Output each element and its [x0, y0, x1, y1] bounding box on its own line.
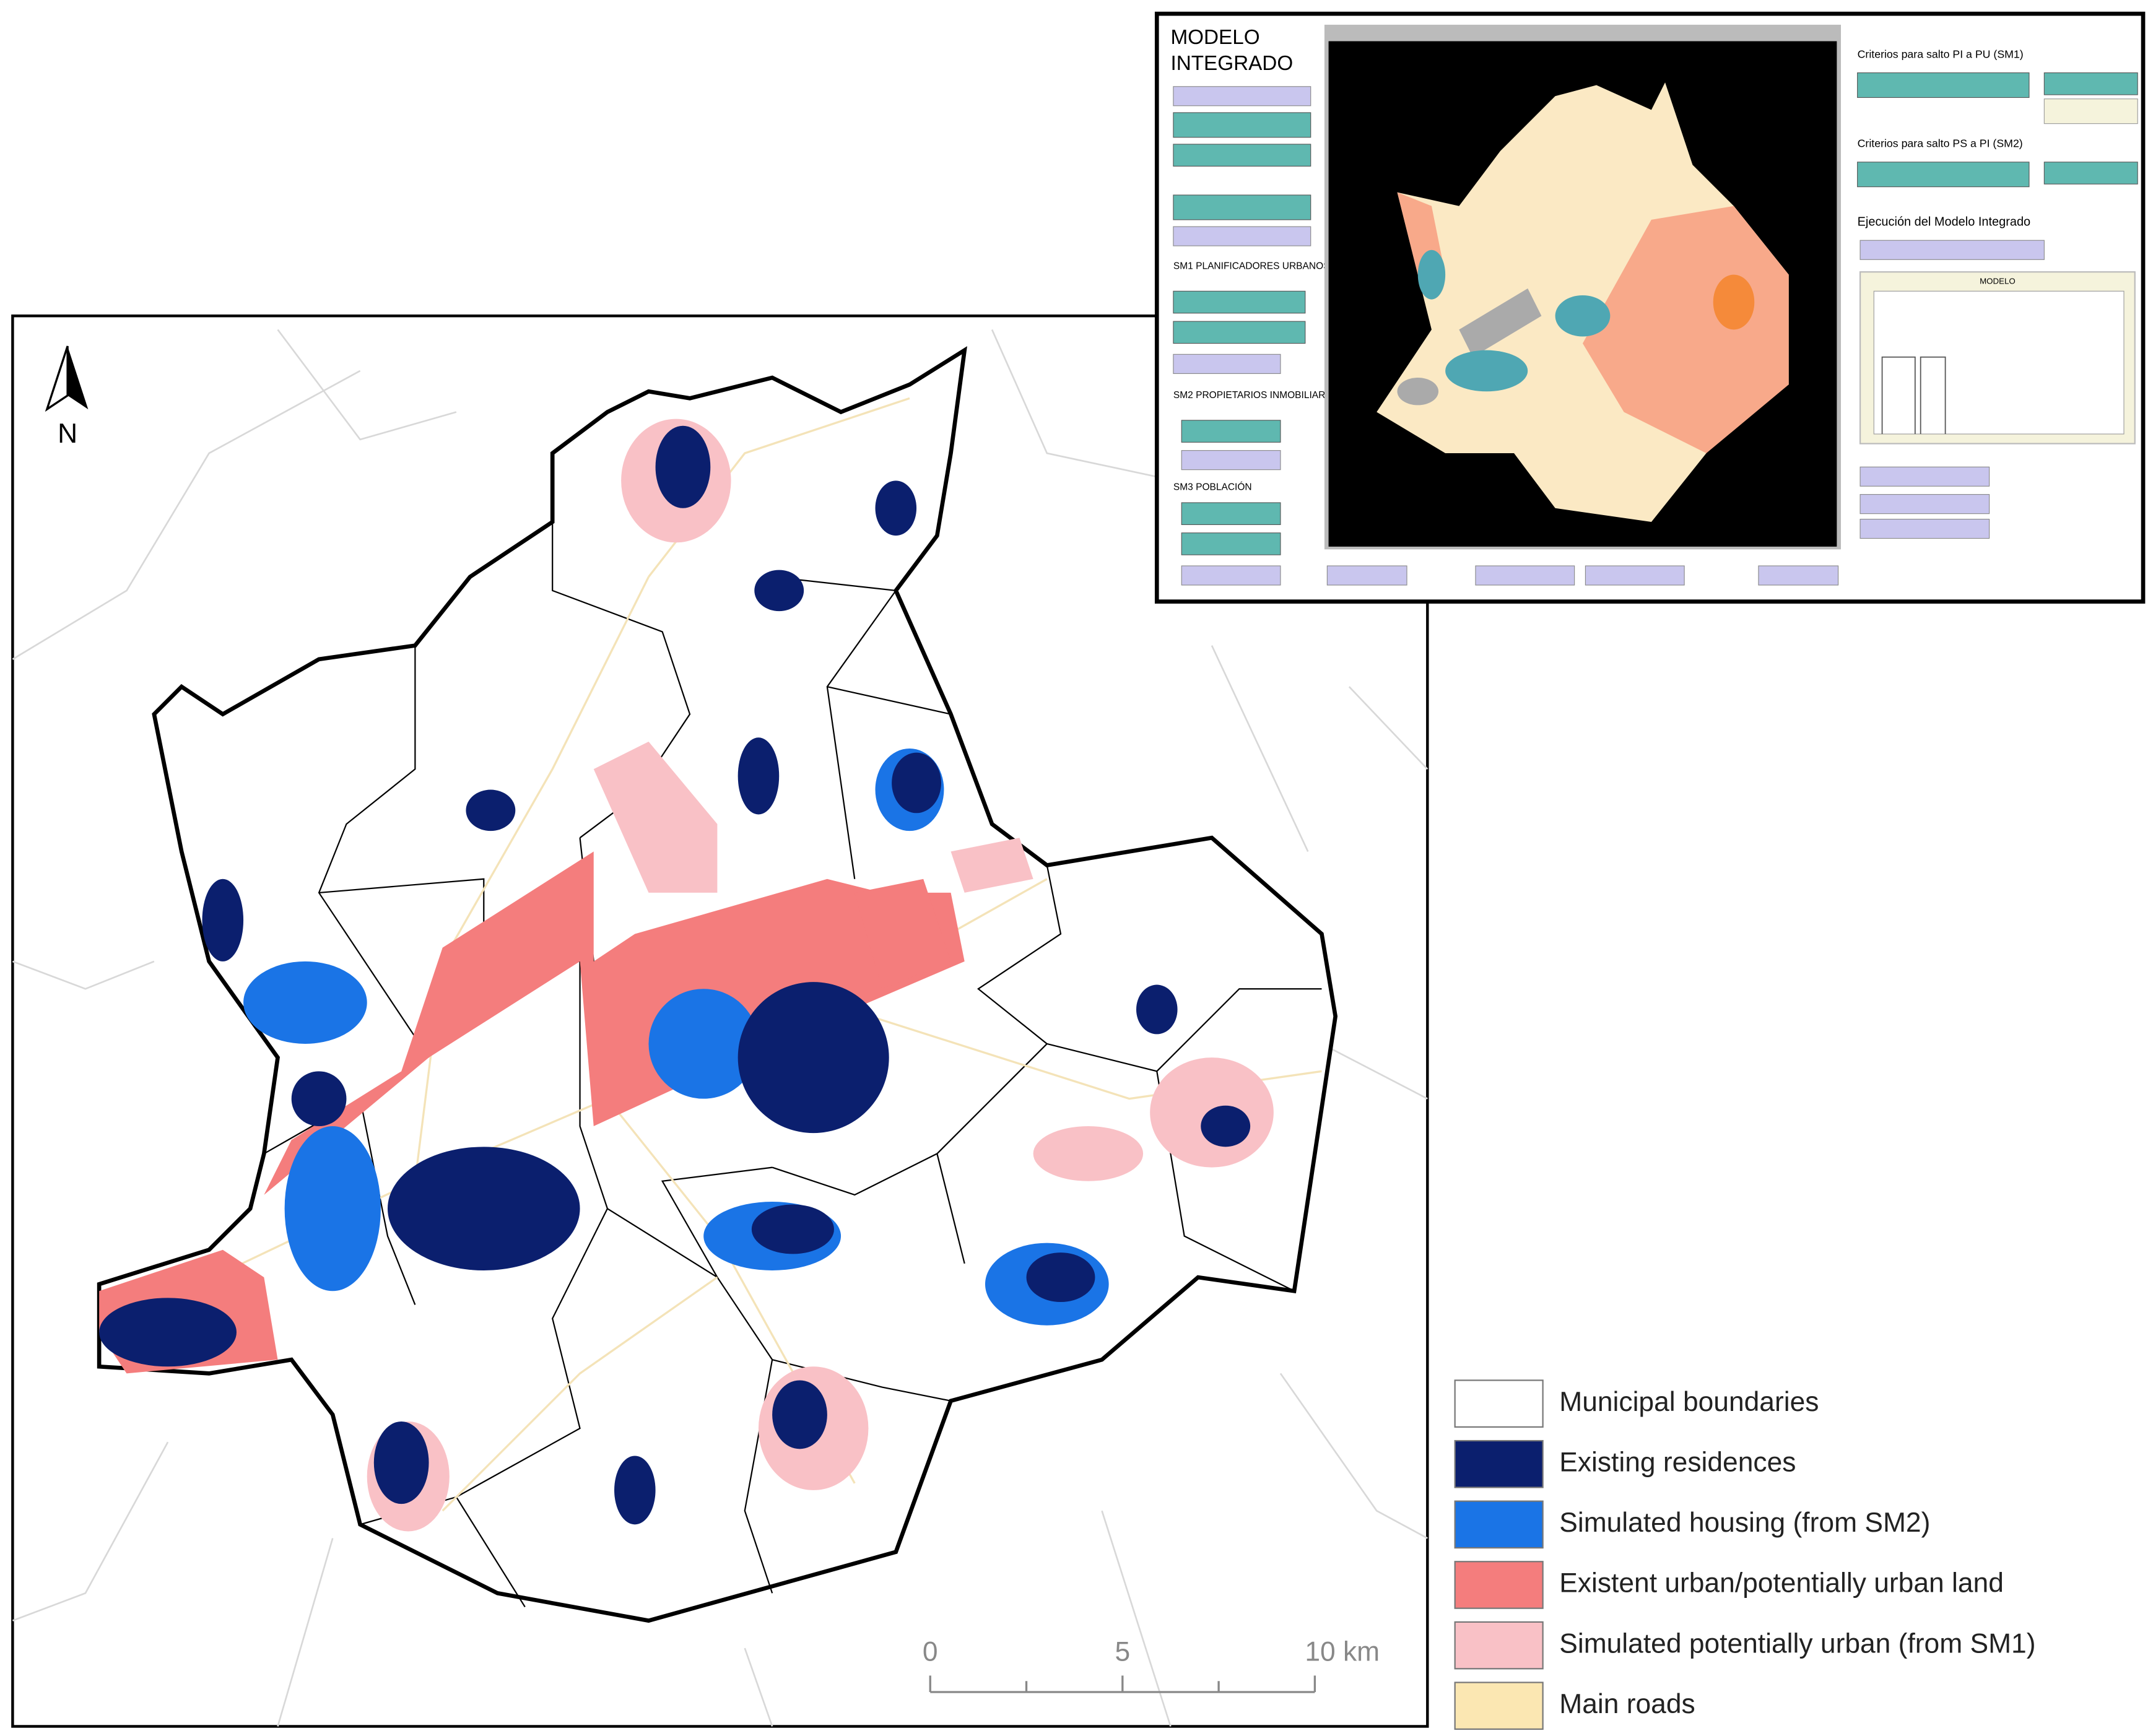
- north-arrow: [45, 345, 89, 412]
- scale-label: 5: [1115, 1637, 1130, 1667]
- legend-swatch: [1454, 1682, 1544, 1730]
- land-use-patches: [99, 419, 1274, 1532]
- inset-label: Criterios para salto PI a PU (SM1): [1858, 48, 2024, 60]
- legend: Municipal boundaries Existing residences S…: [1454, 1379, 2035, 1730]
- inset-section: SM2 PROPIETARIOS INMOBILIARIOS: [1173, 390, 1342, 401]
- background-boundaries: [12, 329, 1429, 1727]
- inset-title: INTEGRADO: [1170, 52, 1293, 75]
- inset-label: Ejecución del Modelo Integrado: [1858, 215, 2031, 229]
- inset-screenshot: MODELO INTEGRADO SM1 PLANIFICADORES URBA…: [1154, 11, 2146, 604]
- scale-bar: [929, 1675, 1316, 1693]
- legend-swatch: [1454, 1500, 1544, 1549]
- inset-section: SM1 PLANIFICADORES URBANOS: [1173, 261, 1330, 271]
- inset-label: Criterios para salto PS a PI (SM2): [1858, 137, 2023, 150]
- scale-label: 10 km: [1305, 1637, 1380, 1667]
- north-label: N: [58, 419, 77, 449]
- legend-label: Existing residences: [1559, 1447, 1796, 1477]
- legend-label: Municipal boundaries: [1559, 1387, 1819, 1417]
- legend-label: Simulated housing (from SM2): [1559, 1508, 1930, 1538]
- legend-label: Existent urban/potentially urban land: [1559, 1568, 2004, 1599]
- scale-label: 0: [923, 1637, 938, 1667]
- inset-plot-title: MODELO: [1980, 276, 2016, 285]
- legend-swatch: [1454, 1439, 1544, 1488]
- inset-title: MODELO: [1170, 26, 1259, 49]
- legend-label: Main roads: [1559, 1689, 1695, 1719]
- legend-swatch: [1454, 1379, 1544, 1428]
- inset-section: SM3 POBLACIÓN: [1173, 482, 1252, 493]
- legend-swatch: [1454, 1621, 1544, 1670]
- legend-label: Simulated potentially urban (from SM1): [1559, 1628, 2035, 1659]
- legend-swatch: [1454, 1561, 1544, 1609]
